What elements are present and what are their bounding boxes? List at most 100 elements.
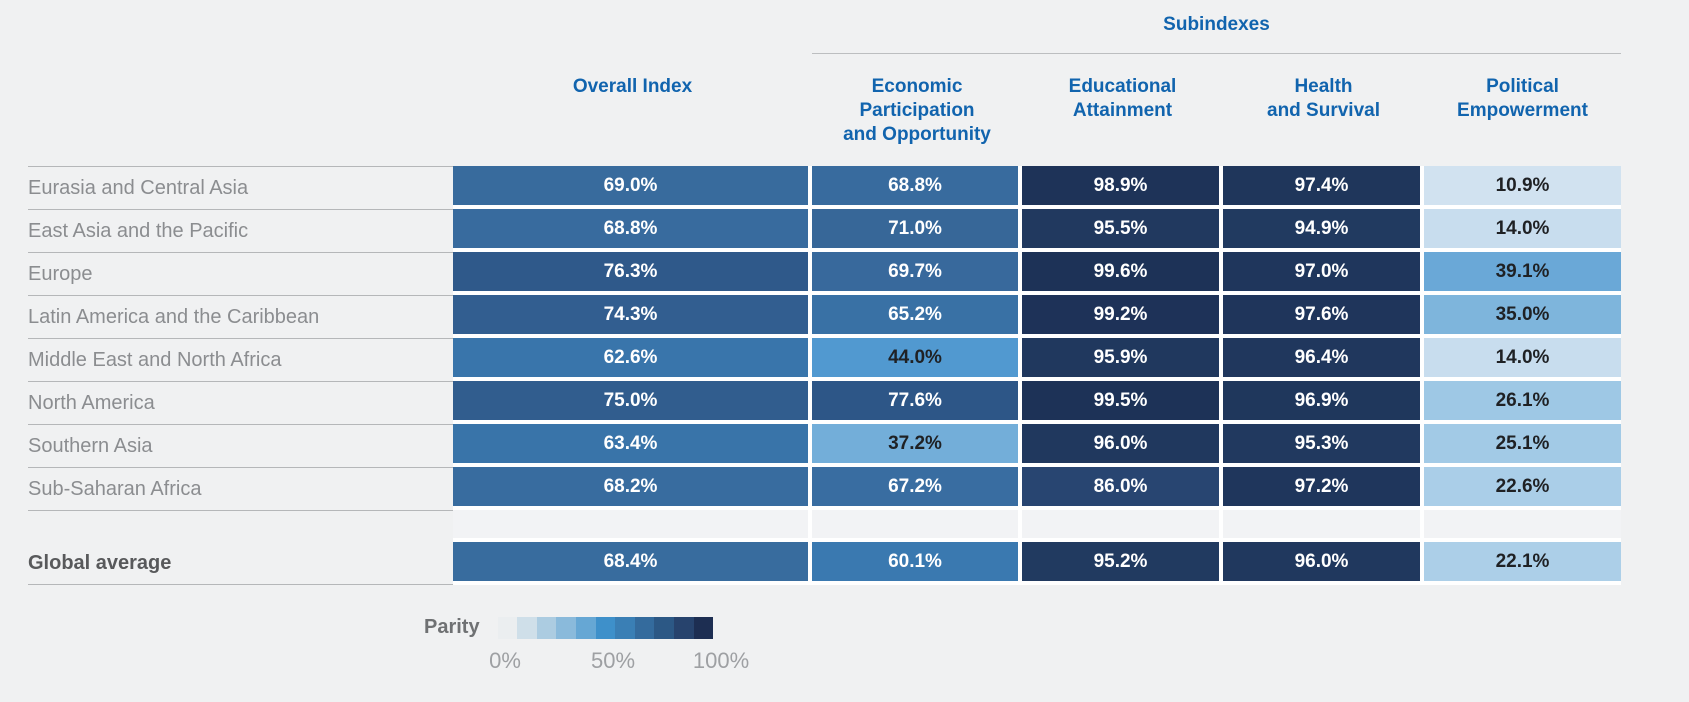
subindexes-title: Subindexes [1163,14,1270,35]
legend-swatch [556,616,576,639]
spacer-cell [1424,510,1621,542]
value-cell: 76.3% [453,252,812,295]
spacer-row [0,510,1621,542]
value-cell: 86.0% [1022,467,1223,510]
row-label: Latin America and the Caribbean [28,295,453,338]
legend-swatch [497,616,518,639]
legend-swatch [673,616,694,639]
region-row: Eurasia and Central Asia 69.0% 68.8% 98.9% 9… [0,166,1621,209]
value-cell: 14.0% [1424,209,1621,252]
value-cell: 97.2% [1223,467,1424,510]
value-cell: 96.9% [1223,381,1424,424]
legend-swatch [595,616,616,639]
region-row: Southern Asia 63.4% 37.2% 96.0% 95.3% 25.1% [0,424,1621,467]
global-average-label: Global average [28,542,453,585]
value-cell: 96.4% [1223,338,1424,381]
header-spacer [0,75,453,147]
value-cell: 37.2% [812,424,1022,467]
value-cell: 68.8% [812,166,1022,209]
row-label: North America [28,381,453,424]
value-cell: 60.1% [812,542,1022,585]
region-row: Middle East and North Africa 62.6% 44.0% 95… [0,338,1621,381]
header-spacer [0,14,812,54]
value-cell: 65.2% [812,295,1022,338]
value-cell: 62.6% [453,338,812,381]
value-cell: 25.1% [1424,424,1621,467]
global-average-row: Global average 68.4% 60.1% 95.2% 96.0% 22.1% [0,542,1621,585]
region-row: East Asia and the Pacific 68.8% 71.0% 95.5%… [0,209,1621,252]
legend-tick-labels: 0% 50% 100% [489,648,749,676]
value-cell: 75.0% [453,381,812,424]
value-cell: 68.4% [453,542,812,585]
value-cell: 95.5% [1022,209,1223,252]
region-row: Latin America and the Caribbean 74.3% 65.2… [0,295,1621,338]
value-cell: 95.3% [1223,424,1424,467]
value-cell: 68.8% [453,209,812,252]
value-cell: 63.4% [453,424,812,467]
column-header: Economic Participation and Opportunity [843,76,991,145]
value-cell: 99.5% [1022,381,1223,424]
region-row: Sub-Saharan Africa 68.2% 67.2% 86.0% 97.2% 22… [0,467,1621,510]
row-label: Southern Asia [28,424,453,467]
value-cell: 98.9% [1022,166,1223,209]
row-label: Sub-Saharan Africa [28,467,453,510]
color-scale-ramp [497,616,714,639]
value-cell: 97.0% [1223,252,1424,295]
subindexes-header-band: Subindexes [0,0,1621,54]
value-cell: 95.2% [1022,542,1223,585]
row-label: Middle East and North Africa [28,338,453,381]
value-cell: 69.0% [453,166,812,209]
value-cell: 26.1% [1424,381,1621,424]
value-cell: 77.6% [812,381,1022,424]
legend-swatch [634,616,655,639]
legend-swatch [575,616,596,639]
spacer-cell [1223,510,1424,542]
legend-tick: 100% [692,648,750,673]
table-body: Eurasia and Central Asia 69.0% 68.8% 98.9% 9… [0,166,1689,585]
legend-swatch [654,616,674,639]
spacer-cell [453,510,812,542]
value-cell: 97.4% [1223,166,1424,209]
legend-tick: 50% [590,648,636,673]
value-cell: 74.3% [453,295,812,338]
column-header: Overall Index [572,76,693,97]
column-header: Political Empowerment [1457,76,1588,121]
value-cell: 96.0% [1022,424,1223,467]
value-cell: 69.7% [812,252,1022,295]
legend-tick: 0% [489,648,521,673]
row-label: Eurasia and Central Asia [28,166,453,209]
value-cell: 35.0% [1424,295,1621,338]
column-header: Health and Survival [1267,76,1380,121]
value-cell: 95.9% [1022,338,1223,381]
value-cell: 14.0% [1424,338,1621,381]
value-cell: 71.0% [812,209,1022,252]
row-label: Europe [28,252,453,295]
value-cell: 22.1% [1424,542,1621,585]
region-row: Europe 76.3% 69.7% 99.6% 97.0% 39.1% [0,252,1621,295]
subindexes-group: Subindexes [812,14,1621,54]
region-row: North America 75.0% 77.6% 99.5% 96.9% 26.1% [0,381,1621,424]
spacer-cell [812,510,1022,542]
legend-swatch [615,616,635,639]
parity-legend: Parity 0% 50% 100% [0,616,1689,676]
legend-swatch [517,616,537,639]
value-cell: 99.6% [1022,252,1223,295]
column-header: Educational Attainment [1068,76,1177,121]
legend-swatch [693,616,714,639]
legend-row: Parity [424,616,1689,639]
parity-label: Parity [424,616,480,638]
value-cell: 67.2% [812,467,1022,510]
value-cell: 44.0% [812,338,1022,381]
value-cell: 22.6% [1424,467,1621,510]
value-cell: 97.6% [1223,295,1424,338]
legend-swatch [536,616,557,639]
value-cell: 10.9% [1424,166,1621,209]
value-cell: 96.0% [1223,542,1424,585]
spacer-label-cell [28,510,453,542]
value-cell: 39.1% [1424,252,1621,295]
spacer-cell [1022,510,1223,542]
value-cell: 94.9% [1223,209,1424,252]
column-headers-row: Overall Index Economic Participation and O… [0,75,1621,147]
row-label: East Asia and the Pacific [28,209,453,252]
